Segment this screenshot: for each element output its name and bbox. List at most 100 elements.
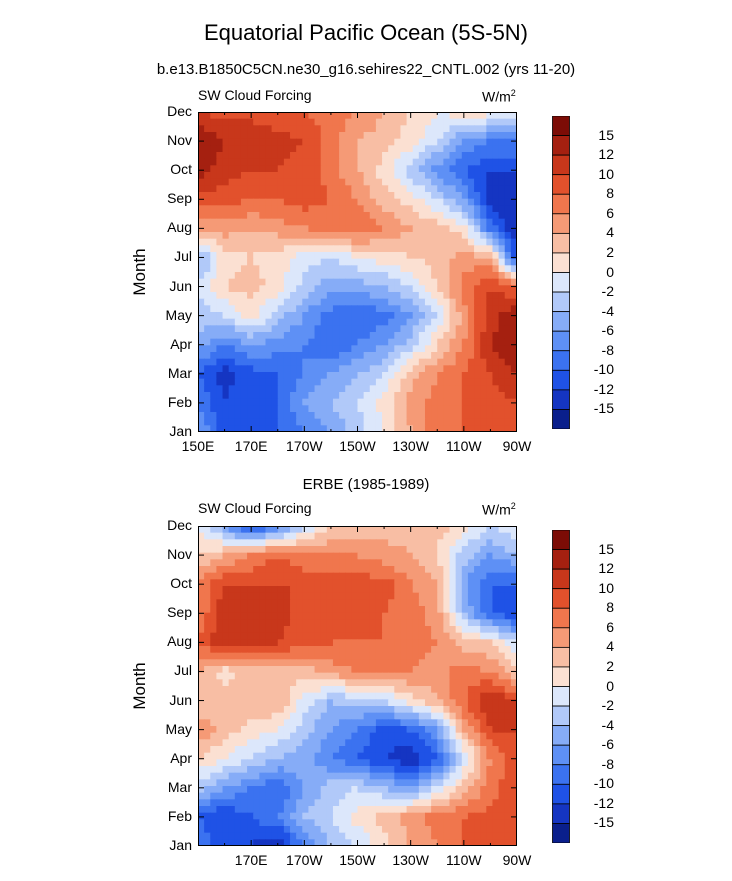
heatmap-cell [467, 372, 475, 380]
heatmap-cell [314, 158, 322, 166]
heatmap-cell [449, 712, 457, 720]
heatmap-cell [204, 145, 211, 153]
heatmap-cell [204, 772, 211, 780]
heatmap-cell [467, 172, 475, 180]
heatmap-cell [363, 418, 371, 426]
heatmap-cell [234, 385, 242, 393]
heatmap-cell [510, 305, 517, 313]
heatmap-cell [277, 812, 285, 820]
heatmap-cell [198, 759, 205, 767]
heatmap-cell [474, 599, 481, 607]
heatmap-cell [510, 546, 517, 554]
heatmap-cell [461, 398, 469, 406]
heatmap-cell [467, 779, 475, 787]
heatmap-cell [388, 332, 395, 340]
heatmap-cell [400, 619, 408, 627]
heatmap-cell [480, 218, 487, 226]
heatmap-cell [222, 552, 230, 560]
heatmap-cell [363, 165, 371, 173]
heatmap-cell [394, 679, 402, 687]
heatmap-cell [259, 672, 267, 680]
heatmap-cell [198, 792, 205, 800]
heatmap-cell [259, 345, 267, 353]
heatmap-cell [302, 338, 310, 346]
heatmap-cell [437, 152, 444, 160]
heatmap-cell [228, 172, 236, 180]
heatmap-cell [216, 799, 224, 807]
heatmap-cell [449, 812, 457, 820]
heatmap-cell [210, 826, 217, 834]
heatmap-cell [369, 298, 377, 306]
heatmap-cell [400, 285, 408, 293]
heatmap-cell [314, 285, 322, 293]
heatmap-cell [474, 772, 481, 780]
heatmap-cell [443, 759, 451, 767]
heatmap-cell [492, 252, 500, 260]
heatmap-cell [314, 539, 322, 547]
heatmap-cell [443, 212, 451, 220]
heatmap-cell [467, 292, 475, 300]
heatmap-cell [339, 566, 346, 574]
heatmap-cell [259, 332, 267, 340]
heatmap-cell [492, 586, 500, 594]
heatmap-cell [357, 532, 365, 540]
heatmap-cell [510, 646, 517, 654]
heatmap-cell [400, 398, 408, 406]
heatmap-cell [326, 532, 334, 540]
heatmap-cell [210, 132, 217, 140]
heatmap-cell [198, 192, 205, 200]
heatmap-cell [357, 606, 365, 614]
heatmap-cell [234, 365, 242, 373]
heatmap-cell [339, 185, 346, 193]
heatmap-cell [302, 325, 310, 333]
heatmap-cell [320, 672, 328, 680]
heatmap-cell [443, 706, 451, 714]
heatmap-cell [339, 265, 346, 273]
heatmap-cell [504, 198, 512, 206]
heatmap-cell [486, 292, 494, 300]
heatmap-cell [240, 819, 248, 827]
heatmap-cell [443, 298, 451, 306]
heatmap-cell [449, 265, 457, 273]
heatmap-cell [314, 412, 322, 420]
heatmap-cell [437, 365, 444, 373]
heatmap-cell [455, 832, 463, 840]
heatmap-cell [363, 706, 371, 714]
heatmap-cell [467, 238, 475, 246]
heatmap-cell [406, 192, 414, 200]
heatmap-cell [204, 626, 211, 634]
heatmap-cell [455, 345, 463, 353]
heatmap-cell [339, 425, 346, 432]
heatmap-cell [222, 526, 230, 534]
heatmap-cell [431, 806, 438, 814]
heatmap-cell [259, 739, 267, 747]
heatmap-cell [369, 566, 377, 574]
heatmap-cell [290, 205, 297, 213]
heatmap-cell [418, 806, 426, 814]
heatmap-cell [486, 132, 494, 140]
heatmap-cell [253, 806, 260, 814]
heatmap-cell [369, 412, 377, 420]
heatmap-cell [375, 385, 383, 393]
heatmap-cell [437, 338, 444, 346]
heatmap-cell [510, 606, 517, 614]
heatmap-cell [510, 185, 517, 193]
heatmap-cell [326, 559, 334, 567]
heatmap-cell [216, 626, 224, 634]
heatmap-cell [204, 559, 211, 567]
heatmap-cell [412, 372, 420, 380]
heatmap-cell [418, 405, 426, 413]
heatmap-cell [388, 786, 395, 794]
heatmap-cell [296, 285, 303, 293]
heatmap-cell [492, 566, 500, 574]
heatmap-cell [406, 358, 414, 366]
heatmap-cell [382, 252, 389, 260]
heatmap-cell [431, 158, 438, 166]
heatmap-cell [449, 198, 457, 206]
heatmap-cell [253, 305, 260, 313]
heatmap-cell [314, 325, 322, 333]
heatmap-cell [424, 652, 432, 660]
heatmap-cell [394, 692, 402, 700]
heatmap-cell [198, 692, 205, 700]
heatmap-cell [332, 278, 340, 286]
